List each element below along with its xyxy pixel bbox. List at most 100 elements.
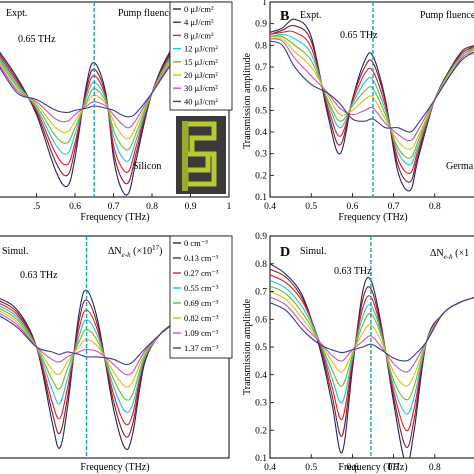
y-axis-label-b: Transmission amplitude <box>242 52 253 149</box>
series-line-d-3 <box>270 274 474 432</box>
x-tick-label: .5 <box>33 202 40 212</box>
y-tick-labels-d: 0.1 0.2 0.3 0.4 0.5 0.6 0.7 0.8 0.9 <box>255 232 274 464</box>
x-tick-label: 0.6 <box>346 202 358 212</box>
legend-label: 40 μJ/cm² <box>184 96 218 106</box>
series-line-d-2 <box>270 268 474 449</box>
vline-label-a: 0.65 THz <box>18 34 56 45</box>
x-tick-labels-b: 0.4 0.5 0.6 0.7 0.8 <box>264 193 441 212</box>
y-tick-label: 0.2 <box>255 426 267 436</box>
x-axis-label-b: Frequency (THz) <box>338 212 407 223</box>
x-tick-label: 0.4 <box>264 463 276 473</box>
x-tick-labels-d: 0.4 0.5 0.6 0.7 0.8 <box>264 454 441 473</box>
y-tick-label: 0.1 <box>255 454 267 464</box>
y-tick-label: 0.3 <box>255 399 267 409</box>
y-tick-label: 0.4 <box>255 128 267 138</box>
legend-label: 0 μJ/cm² <box>184 4 214 14</box>
series-line-b-6 <box>270 37 474 150</box>
material-label-b: Germa <box>446 161 474 172</box>
x-tick-label: 0.7 <box>388 463 400 473</box>
y-tick-label: 0.4 <box>255 371 267 381</box>
y-tick-label: 0.8 <box>255 260 267 270</box>
x-axis-label-a: Frequency (THz) <box>80 212 149 223</box>
legend-label: 0.27 cm⁻³ <box>184 268 219 278</box>
silicon-inset-image <box>176 116 226 194</box>
plot-area-d <box>270 263 474 458</box>
x-tick-label: 0.8 <box>429 463 441 473</box>
panel-b: 0.4 0.5 0.6 0.7 0.8 0.1 0.2 0.3 0.4 0.5 0.6 0.7 0.8… <box>242 0 474 223</box>
y-tick-label: 1 <box>262 0 267 8</box>
series-line-d-1 <box>270 263 474 458</box>
series-line-d-7 <box>270 296 474 373</box>
legend-title-c: ΔNe-h (×1017) <box>108 244 162 259</box>
plot-area-c <box>0 289 176 451</box>
y-tick-labels-b: 0.1 0.2 0.3 0.4 0.5 0.6 0.7 0.8 0.9 1 <box>255 0 274 203</box>
legend-label: 8 μJ/cm² <box>184 30 214 40</box>
panel-c: Simul. 0.63 THz ΔNe-h (×1017) 0 cm⁻³ 0.13… <box>0 235 233 473</box>
x-tick-label: 0.6 <box>69 202 81 212</box>
y-tick-label: 0.5 <box>255 106 267 116</box>
series-line-c-7 <box>0 313 176 376</box>
y-tick-label: 0.6 <box>255 315 267 325</box>
y-tick-label: 0.5 <box>255 343 267 353</box>
panel-d: 0.4 0.5 0.6 0.7 0.8 0.1 0.2 0.3 0.4 0.5 0.6 0.7 0.8… <box>242 232 474 473</box>
y-tick-label: 0.9 <box>255 232 267 242</box>
vline-label-d: 0.63 THz <box>334 266 372 277</box>
legend-title-d: ΔNe-h (×1 <box>430 248 469 261</box>
legend-title-a: Pump fluence <box>118 8 174 19</box>
x-tick-label: 0.8 <box>146 202 158 212</box>
tag-a: Expt. <box>6 8 27 19</box>
series-line-d-6 <box>270 291 474 387</box>
series-line-c-4 <box>0 305 176 413</box>
series-line-c-2 <box>0 299 176 438</box>
material-label-a: Silicon <box>133 161 161 172</box>
panel-a: .5 0.6 0.7 0.8 0.9 1 Expt. 0.65 THz Pump flue… <box>0 1 233 223</box>
series-line-c-5 <box>0 308 176 401</box>
tag-d: Simul. <box>300 246 326 257</box>
y-tick-label: 0.2 <box>255 171 267 181</box>
tag-c: Simul. <box>2 246 28 257</box>
series-line-b-1 <box>270 18 474 192</box>
x-tick-label: 0.4 <box>264 202 276 212</box>
legend-label: 1.09 cm⁻³ <box>184 328 219 338</box>
legend-label: 1.37 cm⁻³ <box>184 343 219 353</box>
x-tick-label: 0.9 <box>185 202 197 212</box>
x-tick-label: 0.8 <box>429 202 441 212</box>
y-tick-label: 0.6 <box>255 85 267 95</box>
legend-label: 0.55 cm⁻³ <box>184 283 219 293</box>
y-tick-label: 0.1 <box>255 193 267 203</box>
panel-letter-d: D <box>280 245 290 260</box>
x-tick-labels-a: .5 0.6 0.7 0.8 0.9 1 <box>33 193 232 212</box>
series-line-c-3 <box>0 303 176 426</box>
x-tick-label: 0.6 <box>346 463 358 473</box>
y-tick-label: 0.7 <box>255 288 267 298</box>
series-line-d-4 <box>270 279 474 415</box>
legend-label: 0 cm⁻³ <box>184 238 208 248</box>
legend-label: 0.82 cm⁻³ <box>184 313 219 323</box>
y-tick-label: 0.9 <box>255 20 267 30</box>
series-line-b-3 <box>270 30 474 174</box>
y-tick-label: 0.7 <box>255 63 267 73</box>
plot-area-b <box>270 18 474 192</box>
legend-a: 0 μJ/cm² 4 μJ/cm² 8 μJ/cm² 12 μJ/cm² 15 μJ/c… <box>173 4 218 106</box>
vline-label-c: 0.63 THz <box>20 270 58 281</box>
legend-label: 0.13 cm⁻³ <box>184 253 219 263</box>
legend-label: 4 μJ/cm² <box>184 17 214 27</box>
x-tick-label: 0.7 <box>388 202 400 212</box>
vline-label-b: 0.65 THz <box>340 30 378 41</box>
x-axis-label-d: Frequency (THz) <box>338 462 407 473</box>
legend-label: 20 μJ/cm² <box>184 70 218 80</box>
x-tick-label: 0.5 <box>305 463 317 473</box>
x-axis-label-c: Frequency (THz) <box>80 462 149 473</box>
y-axis-label-d: Transmission amplitude <box>242 298 253 395</box>
tag-b: Expt. <box>300 10 321 21</box>
panel-letter-b: B <box>280 9 289 24</box>
x-tick-label: 1 <box>227 202 232 212</box>
legend-label: 30 μJ/cm² <box>184 83 218 93</box>
legend-box-c <box>169 235 233 359</box>
y-tick-label: 0.8 <box>255 41 267 51</box>
legend-label: 15 μJ/cm² <box>184 57 218 67</box>
legend-label: 12 μJ/cm² <box>184 44 218 54</box>
legend-c: 0 cm⁻³ 0.13 cm⁻³ 0.27 cm⁻³ 0.55 cm⁻³ 0.69 cm… <box>173 238 219 353</box>
y-tick-label: 0.3 <box>255 150 267 160</box>
